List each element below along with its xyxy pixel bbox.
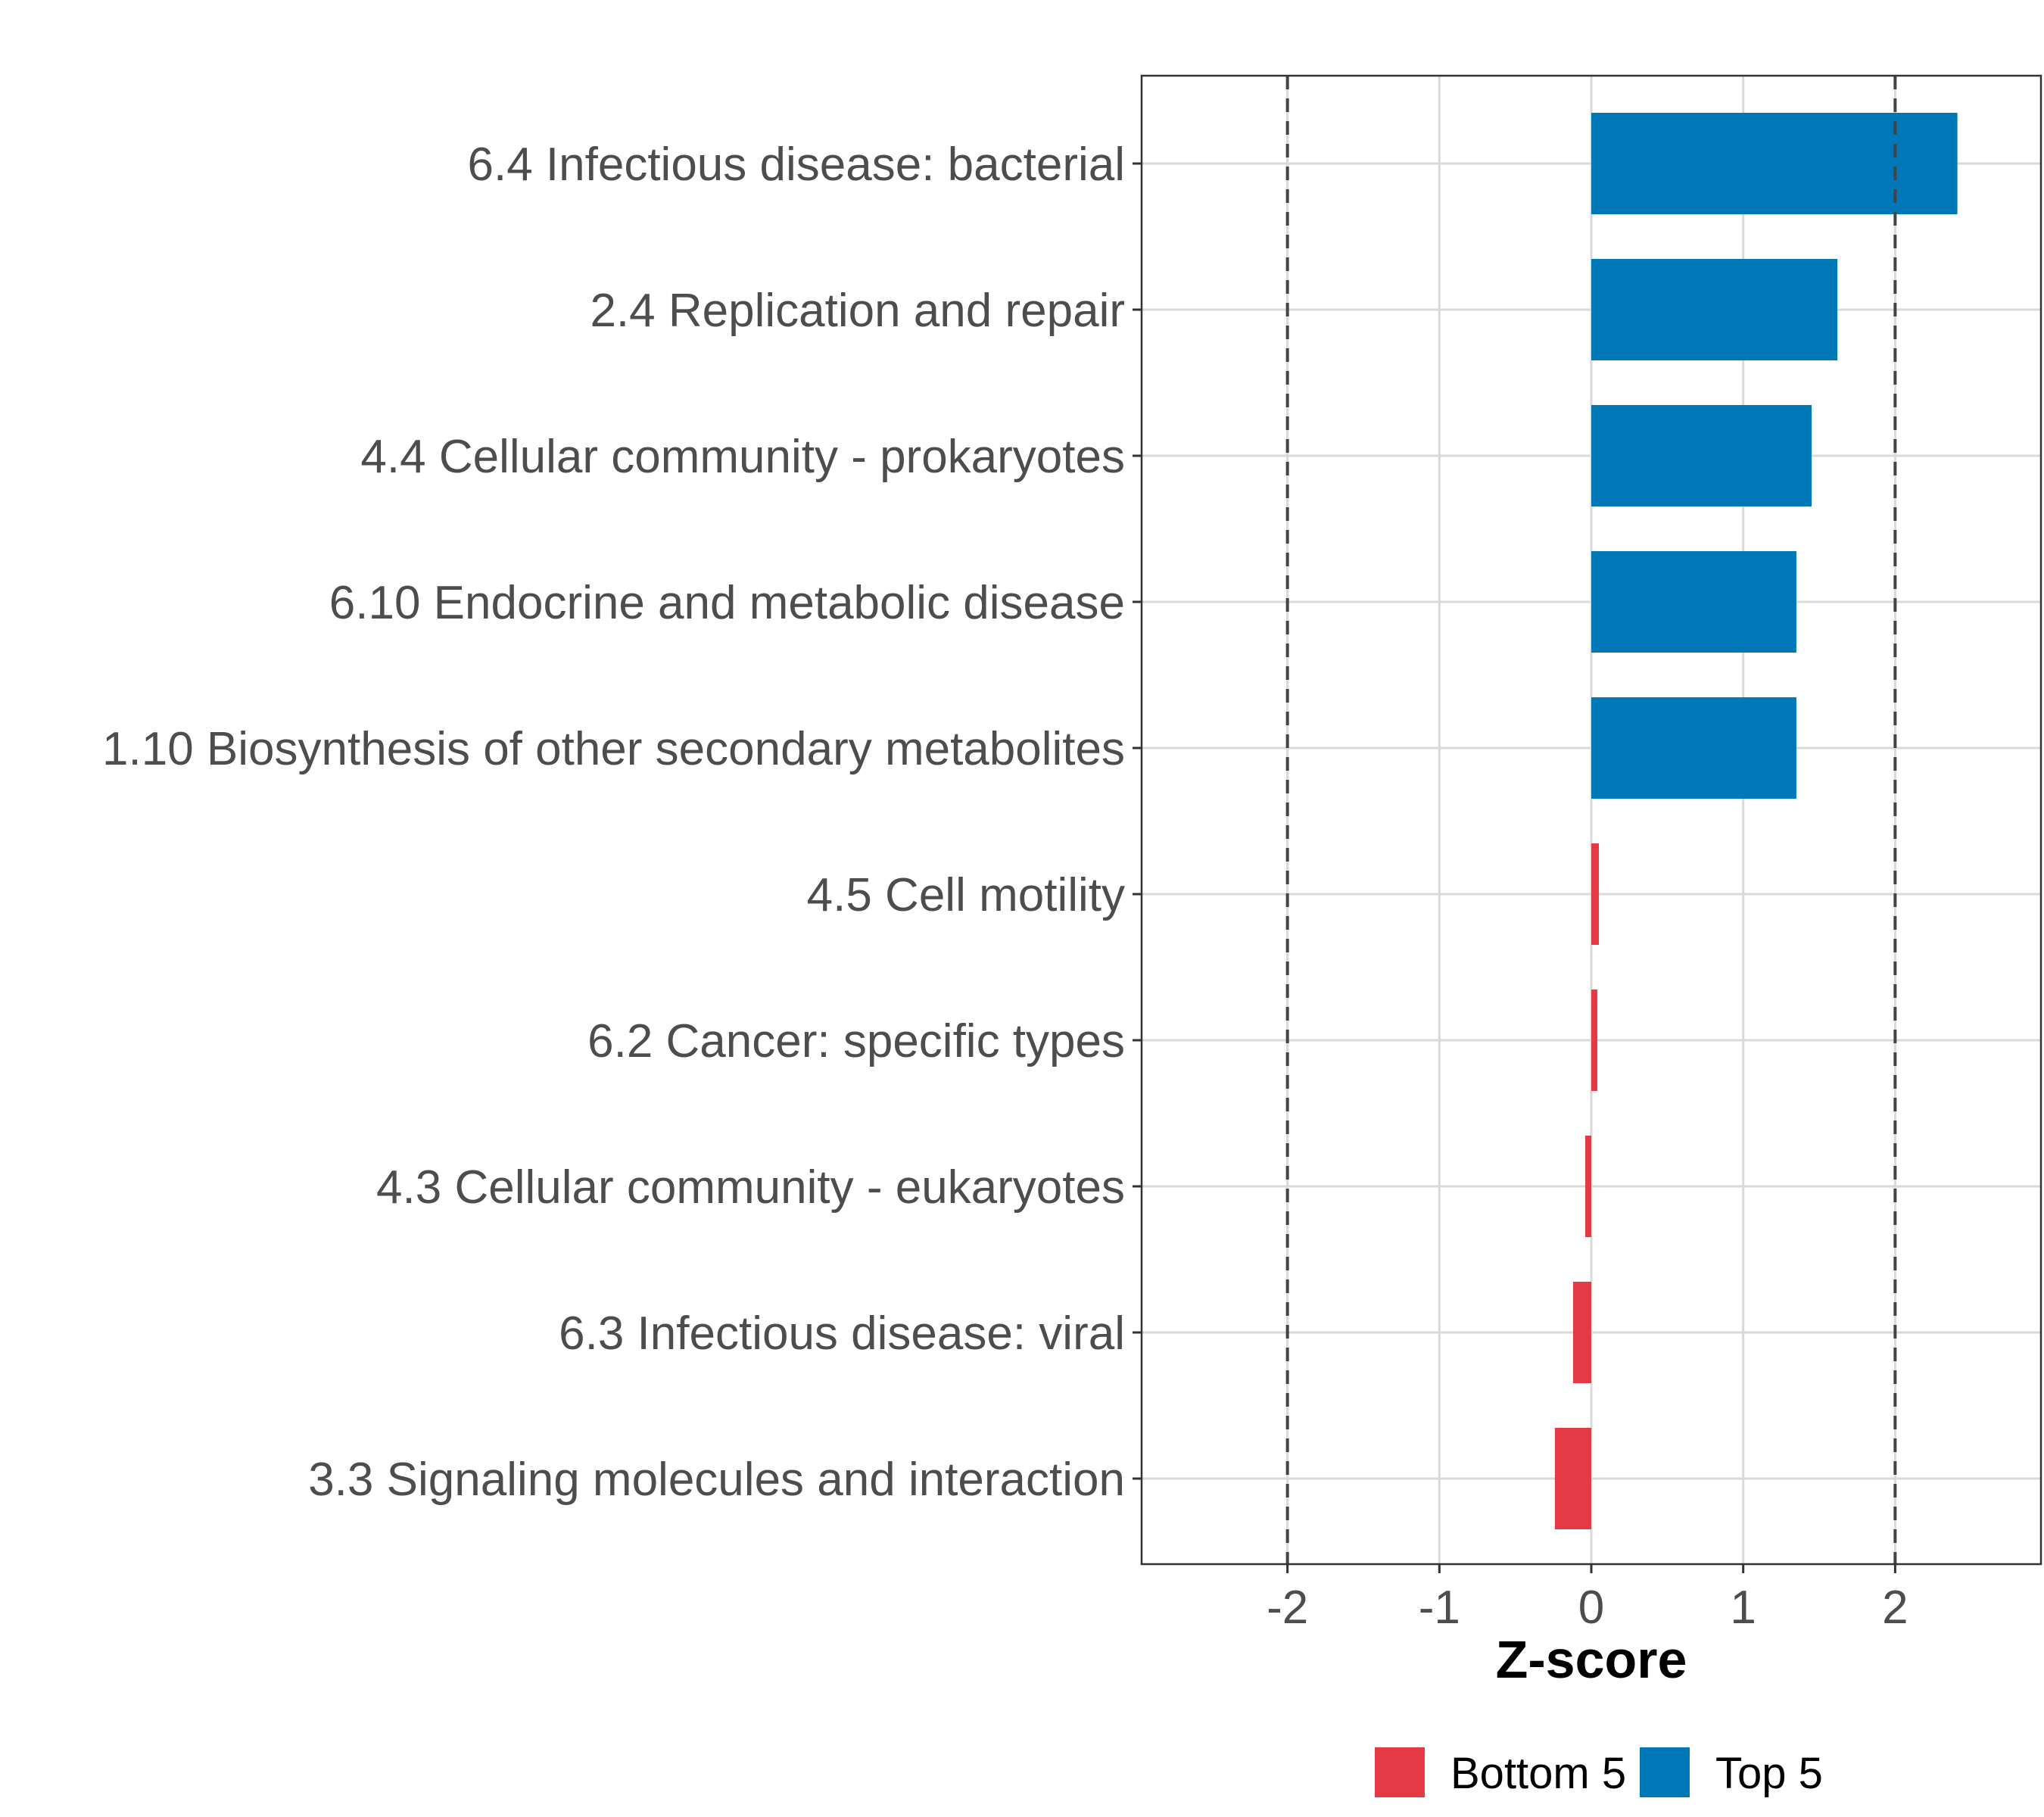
category-label: 1.10 Biosynthesis of other secondary met… [102, 723, 1125, 775]
category-label: 6.4 Infectious disease: bacterial [467, 139, 1125, 191]
y-axis-ticks [1133, 162, 1142, 1480]
bar-bottom-7 [1591, 990, 1598, 1091]
x-tick-label: -1 [1419, 1582, 1460, 1634]
category-label: 4.3 Cellular community - eukaryotes [376, 1161, 1125, 1214]
x-tick-label: 1 [1730, 1582, 1756, 1634]
legend-swatch-top5 [1640, 1747, 1690, 1797]
x-tick-label: -2 [1267, 1582, 1308, 1634]
x-axis-title: Z-score [1496, 1630, 1687, 1689]
x-tick-label: 2 [1882, 1582, 1908, 1634]
bar-bottom-6 [1591, 843, 1600, 945]
legend-swatch-bottom5 [1375, 1747, 1425, 1797]
bar-bottom-10 [1554, 1428, 1591, 1529]
legend-label: Top 5 [1715, 1749, 1823, 1798]
category-label: 6.10 Endocrine and metabolic disease [329, 577, 1125, 629]
category-labels: 6.4 Infectious disease: bacterial 2.4 Rep… [102, 139, 1125, 1506]
category-label: 6.2 Cancer: specific types [587, 1015, 1125, 1067]
legend: Bottom 5 Top 5 [1375, 1747, 1823, 1798]
legend-label: Bottom 5 [1450, 1749, 1626, 1798]
bar-bottom-8 [1584, 1136, 1591, 1237]
category-label: 4.5 Cell motility [807, 869, 1125, 921]
bar-top-2 [1591, 259, 1838, 360]
category-label: 6.3 Infectious disease: viral [559, 1307, 1125, 1360]
bars [1554, 113, 1958, 1529]
category-label: 2.4 Replication and repair [590, 285, 1125, 337]
bar-top-3 [1591, 405, 1812, 506]
bar-top-4 [1591, 551, 1796, 653]
x-axis-ticks: -2 -1 0 1 2 [1267, 1564, 1908, 1634]
bar-top-5 [1591, 697, 1796, 799]
bar-top-1 [1591, 113, 1958, 214]
category-label: 3.3 Signaling molecules and interaction [308, 1454, 1125, 1506]
category-label: 4.4 Cellular community - prokaryotes [360, 431, 1125, 483]
x-tick-label: 0 [1578, 1582, 1604, 1634]
bar-bottom-9 [1572, 1282, 1591, 1383]
